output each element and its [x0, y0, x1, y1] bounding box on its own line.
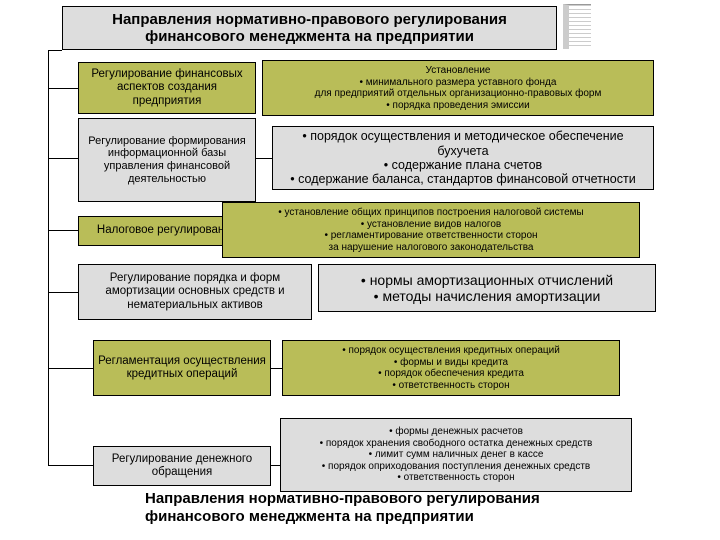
branch-r5: [48, 368, 93, 369]
left-text-r4: Регулирование порядка и форм амортизации…: [83, 272, 307, 312]
left-text-r3: Налоговое регулирование: [97, 224, 237, 237]
branch-r2: [48, 158, 78, 159]
right-text-r6: • формы денежных расчетов • порядок хран…: [320, 426, 593, 484]
footer-caption: Направления нормативно-правового регулир…: [145, 490, 605, 526]
branch-r4: [48, 292, 78, 293]
connect-r5: [271, 368, 282, 369]
left-text-r6: Регулирование денежного обращения: [98, 453, 266, 479]
left-box-r2: Регулирование формирования информационно…: [78, 118, 256, 202]
diagram-canvas: Направления нормативно-правового регулир…: [0, 0, 720, 540]
right-box-r3: • установление общих принципов построени…: [222, 202, 640, 258]
footer-text: Направления нормативно-правового регулир…: [145, 490, 540, 525]
decoration-bar: [563, 4, 591, 49]
right-box-r2: • порядок осуществления и методическое о…: [272, 126, 654, 190]
trunk-top-elbow: [48, 50, 62, 51]
right-box-r1: Установление • минимального размера уста…: [262, 60, 654, 116]
right-text-r2: • порядок осуществления и методическое о…: [279, 129, 647, 187]
right-text-r3: • установление общих принципов построени…: [278, 207, 583, 253]
right-box-r4: • нормы амортизационных отчислений • мет…: [318, 264, 656, 312]
right-text-r5: • порядок осуществления кредитных операц…: [342, 345, 560, 391]
left-text-r5: Регламентация осуществления кредитных оп…: [98, 355, 266, 381]
trunk-line: [48, 50, 49, 465]
left-text-r2: Регулирование формирования информационно…: [83, 135, 251, 186]
right-box-r5: • порядок осуществления кредитных операц…: [282, 340, 620, 396]
branch-r3: [48, 230, 78, 231]
left-text-r1: Регулирование финансовых аспектов создан…: [83, 68, 251, 108]
branch-r1: [48, 88, 78, 89]
left-box-r1: Регулирование финансовых аспектов создан…: [78, 62, 256, 114]
right-box-r6: • формы денежных расчетов • порядок хран…: [280, 418, 632, 492]
connect-r6: [271, 465, 280, 466]
right-text-r1: Установление • минимального размера уста…: [315, 65, 602, 111]
connect-r2: [256, 158, 272, 159]
title-text: Направления нормативно-правового регулир…: [71, 11, 548, 46]
right-text-r4: • нормы амортизационных отчислений • мет…: [361, 272, 613, 304]
left-box-r6: Регулирование денежного обращения: [93, 446, 271, 486]
title-box: Направления нормативно-правового регулир…: [62, 6, 557, 50]
branch-r6: [48, 465, 93, 466]
left-box-r4: Регулирование порядка и форм амортизации…: [78, 264, 312, 320]
left-box-r5: Регламентация осуществления кредитных оп…: [93, 340, 271, 396]
